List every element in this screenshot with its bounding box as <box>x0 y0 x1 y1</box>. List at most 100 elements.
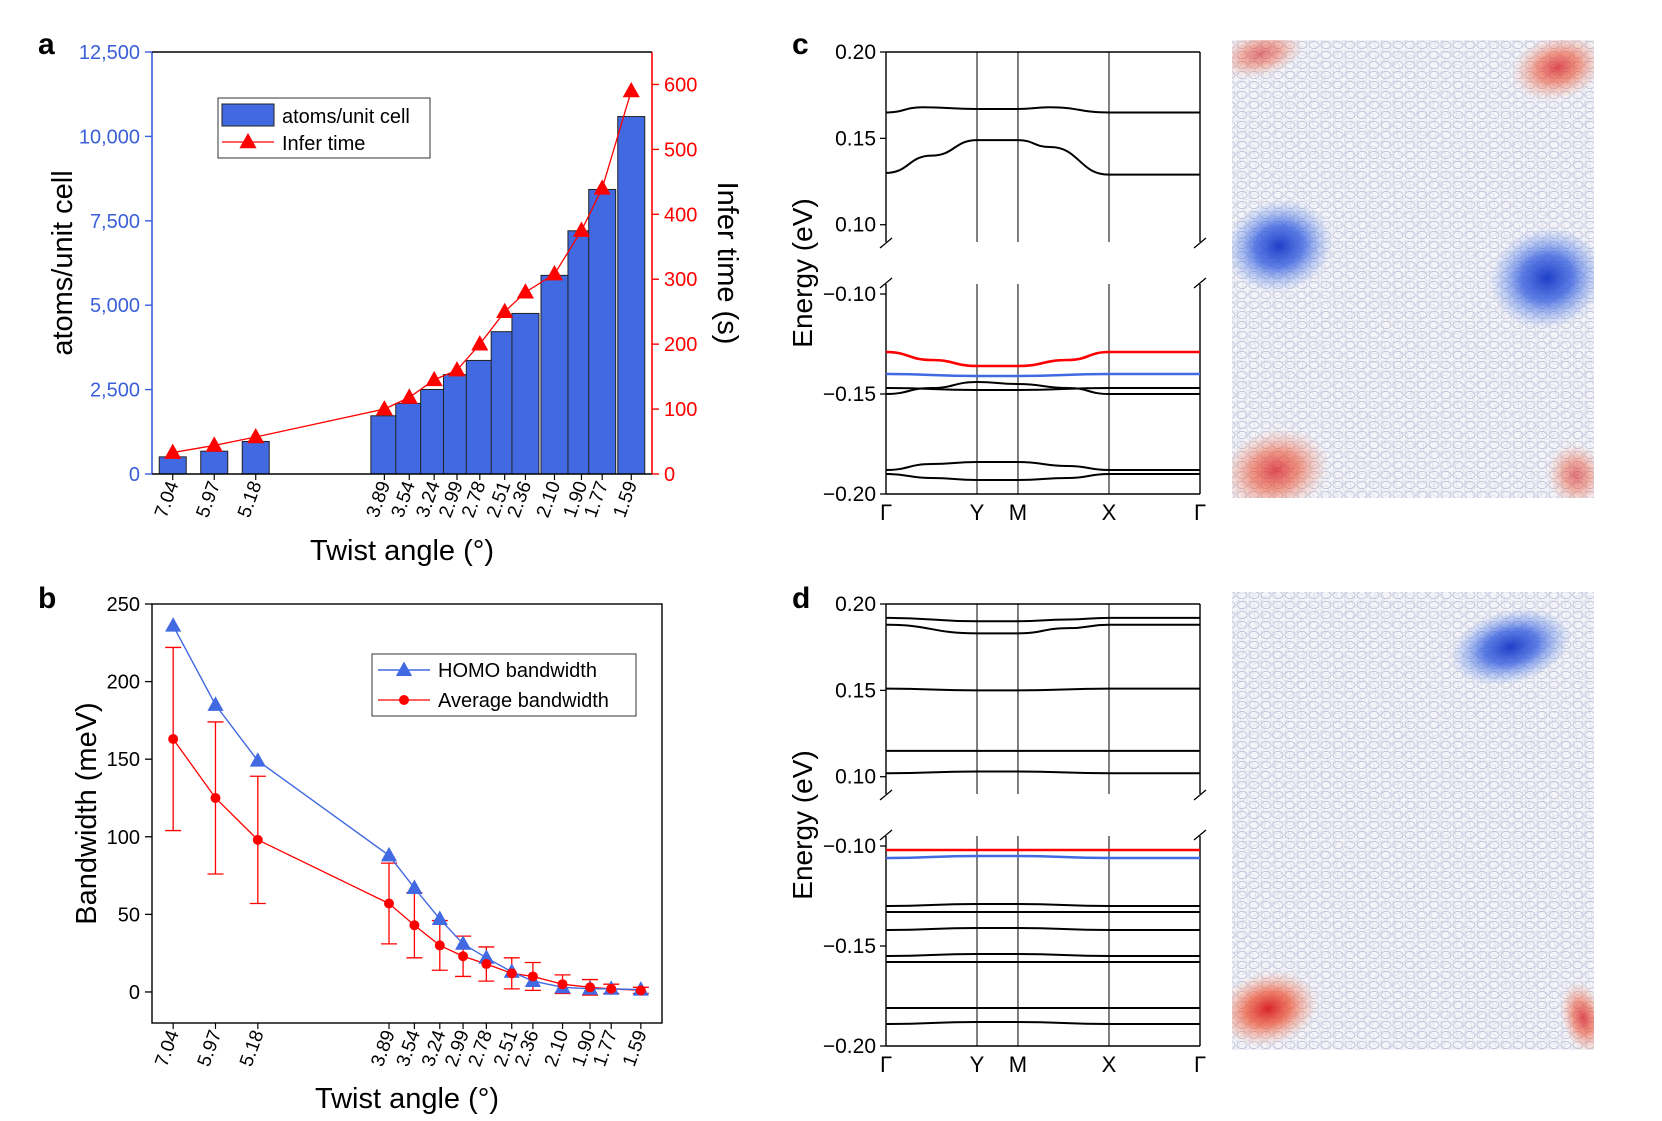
legend-a: atoms/unit cell Infer time <box>217 97 431 159</box>
point-infer-time-2.36 <box>516 283 534 299</box>
xtick-label: 5.97 <box>193 479 225 521</box>
axis-break-mark <box>1193 277 1207 289</box>
point-average-1.77 <box>606 983 617 994</box>
point-homo-5.97 <box>207 696 224 711</box>
point-average-2.36 <box>527 971 538 982</box>
bar-atoms-5.18 <box>241 440 270 475</box>
x-axis-title: Twist angle (°) <box>310 535 494 567</box>
map-blobs <box>1232 608 1594 1050</box>
line-average-bandwidth <box>172 738 641 992</box>
y-axis-title: Energy (eV) <box>787 198 818 347</box>
axis-break-mark <box>879 829 893 841</box>
bar-atoms-2.36 <box>511 312 540 475</box>
legend-swatch-bar <box>221 103 275 127</box>
point-infer-time-2.99 <box>448 361 466 377</box>
ytick-label: 0.10 <box>835 214 876 237</box>
point-average-1.59 <box>635 985 646 996</box>
y-axis-title: Energy (eV) <box>787 750 818 899</box>
map-blob-red-1 <box>1232 971 1319 1047</box>
bar-atoms-3.89 <box>370 415 399 475</box>
band-black-7 <box>885 472 1200 481</box>
ytick-label: −0.15 <box>823 935 876 958</box>
band-blue-6 <box>885 854 1200 860</box>
y-axis-title: Bandwidth (meV) <box>71 702 103 924</box>
ytick-left-label: 5,000 <box>90 295 140 317</box>
ytick-label: −0.10 <box>823 283 876 306</box>
band-black-5 <box>885 386 1200 391</box>
ytick-label: 250 <box>107 594 140 616</box>
legend-label-average: Average bandwidth <box>438 690 609 712</box>
point-infer-time-1.59 <box>622 81 640 98</box>
legend-swatch-triangle <box>395 661 413 676</box>
point-average-3.24 <box>434 940 445 951</box>
band-black-4 <box>885 380 1200 396</box>
point-average-5.97 <box>210 792 221 803</box>
ytick-right-label: 500 <box>664 139 697 161</box>
band-black-2 <box>885 687 1200 692</box>
ytick-right-label: 100 <box>664 399 697 421</box>
kpoint-label: Γ <box>880 1052 892 1077</box>
y-axis-title-left: atoms/unit cell <box>47 170 79 355</box>
panel-label-b: b <box>38 582 56 615</box>
bar-atoms-3.54 <box>395 402 424 475</box>
kpoint-label: M <box>1009 500 1027 525</box>
axis-break-mark <box>879 277 893 289</box>
point-average-7.04 <box>168 734 179 745</box>
line-infer-time <box>172 90 632 454</box>
ytick-label: 0.15 <box>835 127 876 150</box>
ytick-right-label: 300 <box>664 269 697 291</box>
point-average-1.90 <box>585 982 596 993</box>
kpoint-label: Γ <box>1194 500 1206 525</box>
ytick-right-label: 200 <box>664 334 697 356</box>
axis-break-mark <box>879 237 893 249</box>
band-red-2 <box>885 350 1200 368</box>
ytick-label: 0.10 <box>835 766 876 789</box>
legend-label-homo: HOMO bandwidth <box>438 660 597 682</box>
y-axis-title-right: Infer time (s) <box>711 182 743 345</box>
xtick-label: 5.18 <box>236 1028 268 1070</box>
map-blob-red-0 <box>1232 40 1304 79</box>
point-average-5.18 <box>252 834 263 845</box>
point-infer-time-7.04 <box>164 443 182 459</box>
kpoint-label: Y <box>970 1052 985 1077</box>
map-blob-blue-2 <box>1232 199 1333 293</box>
map-blob-blue-0 <box>1450 608 1572 686</box>
chart-a: 0 2,500 5,000 7,500 10,000 12,500 0 100 200 300 40… <box>47 42 743 567</box>
point-average-2.99 <box>458 951 469 962</box>
xtick-label: 7.04 <box>151 478 184 520</box>
map-blob-red-1 <box>1511 40 1594 101</box>
axis-break-mark <box>1193 237 1207 249</box>
bar-atoms-2.78 <box>465 359 494 475</box>
ytick-label: 150 <box>107 749 140 771</box>
point-infer-time-3.54 <box>400 388 418 404</box>
legend-box <box>371 653 637 717</box>
ytick-label: 0.20 <box>835 41 876 64</box>
kpoint-label: M <box>1009 1052 1027 1077</box>
ytick-label: −0.10 <box>823 835 876 858</box>
point-homo-2.99 <box>455 935 472 950</box>
point-infer-time-5.97 <box>205 436 223 452</box>
point-average-2.78 <box>481 959 492 970</box>
point-homo-3.89 <box>380 846 398 862</box>
legend-label-atoms: atoms/unit cell <box>282 106 410 128</box>
xtick-label: 7.04 <box>151 1027 184 1069</box>
panel-label-d: d <box>792 582 810 615</box>
kpoint-label: X <box>1102 500 1117 525</box>
ytick-left-label: 7,500 <box>90 211 140 233</box>
map-blob-red-4 <box>1232 428 1330 498</box>
bar-atoms-2.10 <box>540 274 569 475</box>
xtick-label: 5.97 <box>194 1028 226 1070</box>
kpoint-label: X <box>1102 1052 1117 1077</box>
point-infer-time-2.51 <box>496 302 514 318</box>
ytick-label: −0.15 <box>823 383 876 406</box>
bar-atoms-1.77 <box>588 188 617 475</box>
point-homo-3.24 <box>431 910 448 925</box>
ytick-label: 200 <box>107 672 140 694</box>
bar-atoms-1.59 <box>617 116 646 475</box>
plot-frame <box>151 603 663 1024</box>
ytick-left-label: 0 <box>129 464 140 486</box>
ytick-right-label: 600 <box>664 74 697 96</box>
point-infer-time-5.18 <box>247 427 265 444</box>
point-infer-time-3.24 <box>425 370 443 387</box>
